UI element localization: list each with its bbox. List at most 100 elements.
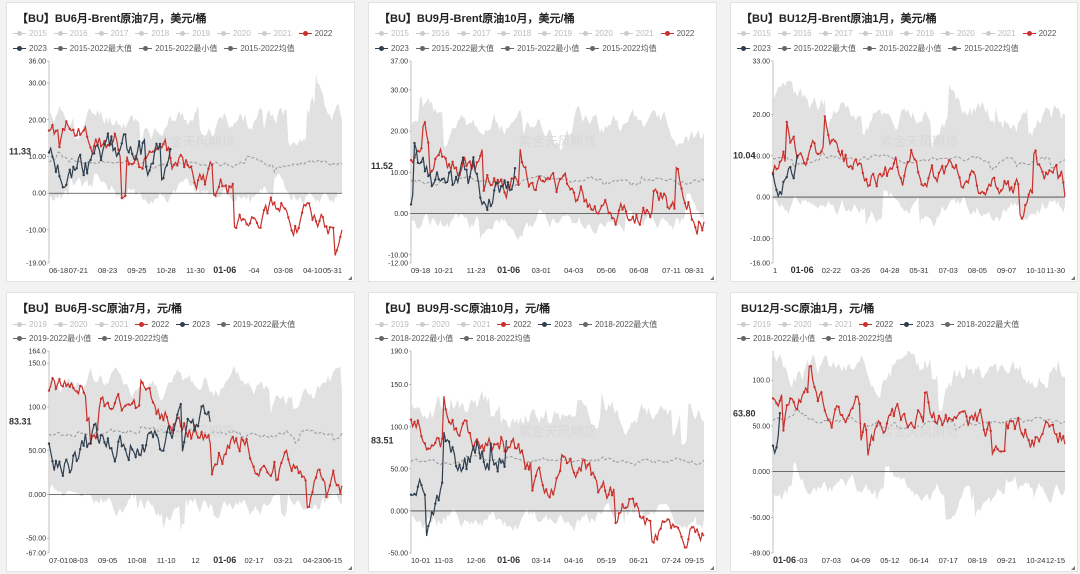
series-2023-point: [179, 402, 182, 406]
legend-item[interactable]: 2018-2022最大值: [578, 319, 657, 330]
series-2023-point: [162, 449, 165, 452]
legend-item[interactable]: 2020: [578, 29, 613, 38]
legend-item[interactable]: 2019: [900, 29, 934, 38]
legend-item[interactable]: 2019-2022最大值: [216, 319, 295, 330]
legend-item[interactable]: 2019: [176, 29, 210, 38]
legend-item[interactable]: 2018-2022最小值: [737, 333, 815, 344]
legend-item[interactable]: 2023: [900, 320, 934, 329]
legend-item[interactable]: 2017: [94, 29, 128, 38]
series-2022-point: [552, 493, 555, 496]
resize-corner-icon[interactable]: [348, 566, 352, 570]
legend-item[interactable]: 2017: [818, 29, 852, 38]
legend-item[interactable]: 2015-2022最小值: [863, 43, 941, 54]
legend-item[interactable]: 2022: [298, 29, 332, 38]
y-tick-label: -10.00: [750, 236, 770, 243]
series-2022-point: [673, 207, 676, 210]
legend-item[interactable]: 2020: [940, 29, 975, 38]
x-tick-label: 02-22: [822, 266, 841, 275]
legend-item[interactable]: 2015: [737, 29, 771, 38]
legend-item[interactable]: 2015-2022最大值: [53, 43, 132, 54]
series-2022-point: [840, 150, 844, 153]
series-2022-point: [631, 497, 635, 500]
legend-item[interactable]: 2015: [13, 29, 47, 38]
legend-item[interactable]: 2022: [135, 320, 169, 329]
series-2023-point: [482, 201, 485, 204]
legend-item[interactable]: 2015: [375, 29, 409, 38]
series-2022-point: [486, 173, 489, 177]
series-2022-point: [872, 172, 875, 176]
legend-swatch-icon: [818, 321, 832, 328]
legend-label: 2015-2022最大值: [431, 44, 495, 53]
legend-item[interactable]: 2018-2022最大值: [940, 319, 1019, 330]
legend-item[interactable]: 2020: [415, 320, 450, 329]
series-2022-point: [85, 419, 89, 422]
legend-item[interactable]: 2018-2022均值: [460, 333, 531, 344]
series-2022-point: [430, 444, 433, 447]
legend-swatch-icon: [456, 30, 470, 37]
legend-item[interactable]: 2023: [176, 320, 210, 329]
legend-item[interactable]: 2021: [94, 320, 128, 329]
legend-item[interactable]: 2023: [737, 44, 771, 53]
legend-item[interactable]: 2016: [415, 29, 450, 38]
legend-item[interactable]: 2018: [497, 29, 531, 38]
legend-item[interactable]: 2017: [456, 29, 490, 38]
legend-item[interactable]: 2019-2022均值: [98, 333, 169, 344]
legend-item[interactable]: 2020: [53, 320, 88, 329]
legend-item[interactable]: 2022: [1022, 29, 1056, 38]
legend-item[interactable]: 2021: [456, 320, 490, 329]
x-tick-label: 10-21: [434, 266, 453, 275]
resize-corner-icon[interactable]: [1071, 566, 1075, 570]
legend-item[interactable]: 2020: [216, 29, 251, 38]
series-2022-point: [958, 411, 961, 415]
legend-item[interactable]: 2015-2022最大值: [777, 43, 856, 54]
legend-item[interactable]: 2023: [13, 44, 47, 53]
series-2023-point: [430, 511, 433, 514]
legend-item[interactable]: 2021: [981, 29, 1016, 38]
legend-item[interactable]: 2015-2022均值: [948, 43, 1019, 54]
legend-item[interactable]: 2015-2022均值: [586, 43, 657, 54]
legend-item[interactable]: 2019-2022最小值: [13, 333, 91, 344]
series-2022-point: [951, 165, 954, 168]
chart-title: 【BU】BU9月-Brent原油10月，美元/桶: [379, 13, 575, 25]
series-2022-point: [294, 224, 297, 228]
legend-item[interactable]: 2021: [818, 320, 852, 329]
series-2022-point: [273, 460, 276, 464]
legend-item[interactable]: 2015-2022最小值: [139, 43, 217, 54]
legend-item[interactable]: 2018: [859, 29, 893, 38]
legend-item[interactable]: 2021: [257, 29, 292, 38]
legend-item[interactable]: 2022: [497, 320, 531, 329]
legend-item[interactable]: 2019: [538, 29, 572, 38]
x-tick-label: 09-05: [98, 556, 117, 565]
resize-corner-icon[interactable]: [1071, 276, 1075, 280]
legend-item[interactable]: 2022: [859, 320, 893, 329]
x-tick-label: 07-21: [69, 266, 88, 275]
legend-item[interactable]: 2022: [660, 29, 694, 38]
resize-corner-icon[interactable]: [348, 276, 352, 280]
legend-item[interactable]: 2018-2022均值: [822, 333, 893, 344]
legend-item[interactable]: 2019: [737, 320, 771, 329]
series-2022-point: [482, 449, 485, 452]
x-tick-label: 04-23: [303, 556, 322, 565]
legend-item[interactable]: 2023: [375, 44, 409, 53]
legend-item[interactable]: 2018: [135, 29, 169, 38]
series-2022-point: [252, 216, 255, 220]
legend-item[interactable]: 2019: [375, 320, 409, 329]
chart-title: BU12月-SC原油1月，元/桶: [741, 303, 875, 315]
series-2023-point: [468, 460, 472, 463]
legend-item[interactable]: 2015-2022最小值: [501, 43, 579, 54]
legend-item[interactable]: 2021: [619, 29, 654, 38]
legend-item[interactable]: 2019: [13, 320, 47, 329]
resize-corner-icon[interactable]: [710, 566, 714, 570]
legend-item[interactable]: 2015-2022最大值: [415, 43, 495, 54]
resize-corner-icon[interactable]: [710, 276, 714, 280]
legend-item[interactable]: 2016: [53, 29, 88, 38]
legend-item[interactable]: 2015-2022均值: [224, 43, 295, 54]
series-2022-point: [287, 458, 290, 461]
series-2023-point: [110, 447, 113, 450]
legend-item[interactable]: 2020: [777, 320, 812, 329]
series-2022-point: [545, 178, 548, 181]
legend-item[interactable]: 2016: [777, 29, 812, 38]
legend-item[interactable]: 2018-2022最小值: [375, 333, 453, 344]
legend-item[interactable]: 2023: [538, 320, 572, 329]
legend-label: 2019: [916, 29, 934, 38]
